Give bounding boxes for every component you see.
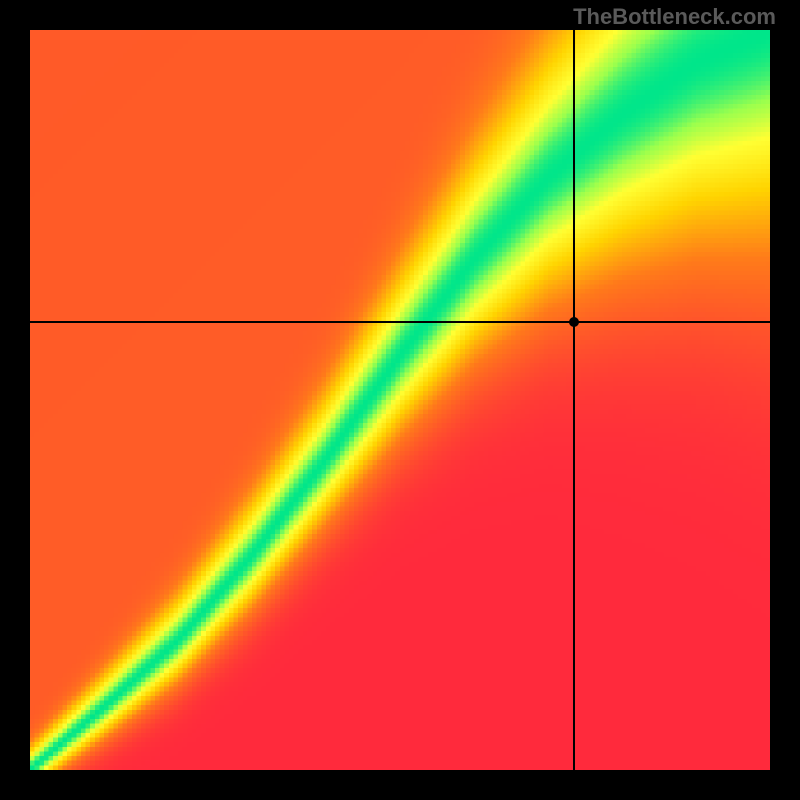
- chart-container: TheBottleneck.com: [0, 0, 800, 800]
- crosshair-marker-dot: [569, 317, 579, 327]
- crosshair-horizontal: [30, 321, 770, 323]
- watermark-text: TheBottleneck.com: [573, 4, 776, 30]
- crosshair-vertical: [573, 30, 575, 770]
- bottleneck-heatmap: [30, 30, 770, 770]
